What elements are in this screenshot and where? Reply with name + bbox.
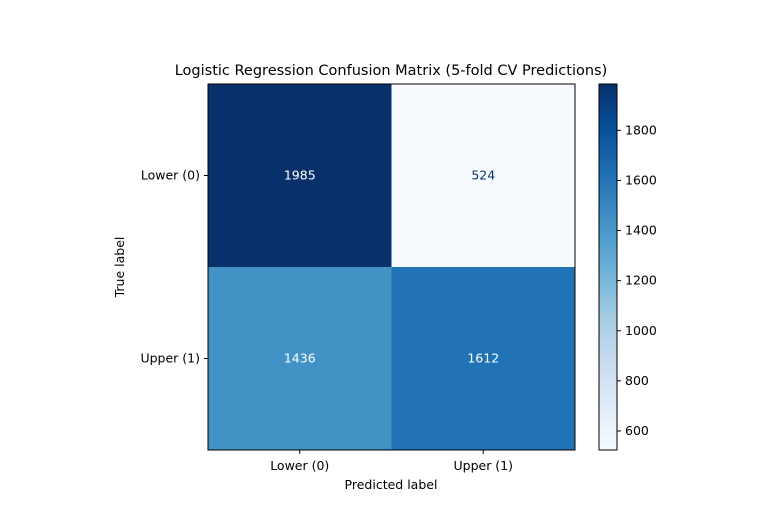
colorbar-tick-label: 800 [625, 373, 649, 388]
x-tick-label: Upper (1) [453, 458, 513, 473]
colorbar-tick-label: 1000 [625, 323, 657, 338]
colorbar-tick-label: 1200 [625, 273, 657, 288]
x-axis-label: Predicted label [345, 477, 438, 492]
y-axis-label: True label [112, 237, 127, 299]
y-axis-ticks: Lower (0) Upper (1) [140, 168, 208, 366]
colorbar [598, 83, 618, 451]
y-tick-label: Lower (0) [141, 168, 200, 183]
heatmap-cell [391, 84, 575, 267]
cell-value-label: 1436 [284, 351, 316, 366]
x-axis-ticks: Lower (0) Upper (1) [270, 450, 513, 473]
plot-frame [207, 83, 576, 451]
heatmap-cell [208, 84, 392, 267]
y-tick-label: Upper (1) [140, 351, 200, 366]
cell-value-label: 1612 [467, 351, 499, 366]
cell-value-label: 524 [471, 168, 495, 183]
colorbar-tick-label: 1600 [625, 172, 657, 187]
colorbar-tick-label: 1400 [625, 223, 657, 238]
colorbar-tick-label: 600 [625, 423, 649, 438]
cell-value-label: 1985 [284, 168, 316, 183]
heatmap-cell [391, 267, 575, 450]
colorbar-ticks: 600 800 1000 1200 1400 1600 1800 [617, 122, 657, 438]
heatmap-cells: 1985 524 1436 1612 [208, 84, 575, 450]
x-tick-label: Lower (0) [270, 458, 329, 473]
chart-title: Logistic Regression Confusion Matrix (5-… [175, 63, 608, 79]
colorbar-tick-label: 1800 [625, 122, 657, 137]
heatmap-cell [208, 267, 392, 450]
